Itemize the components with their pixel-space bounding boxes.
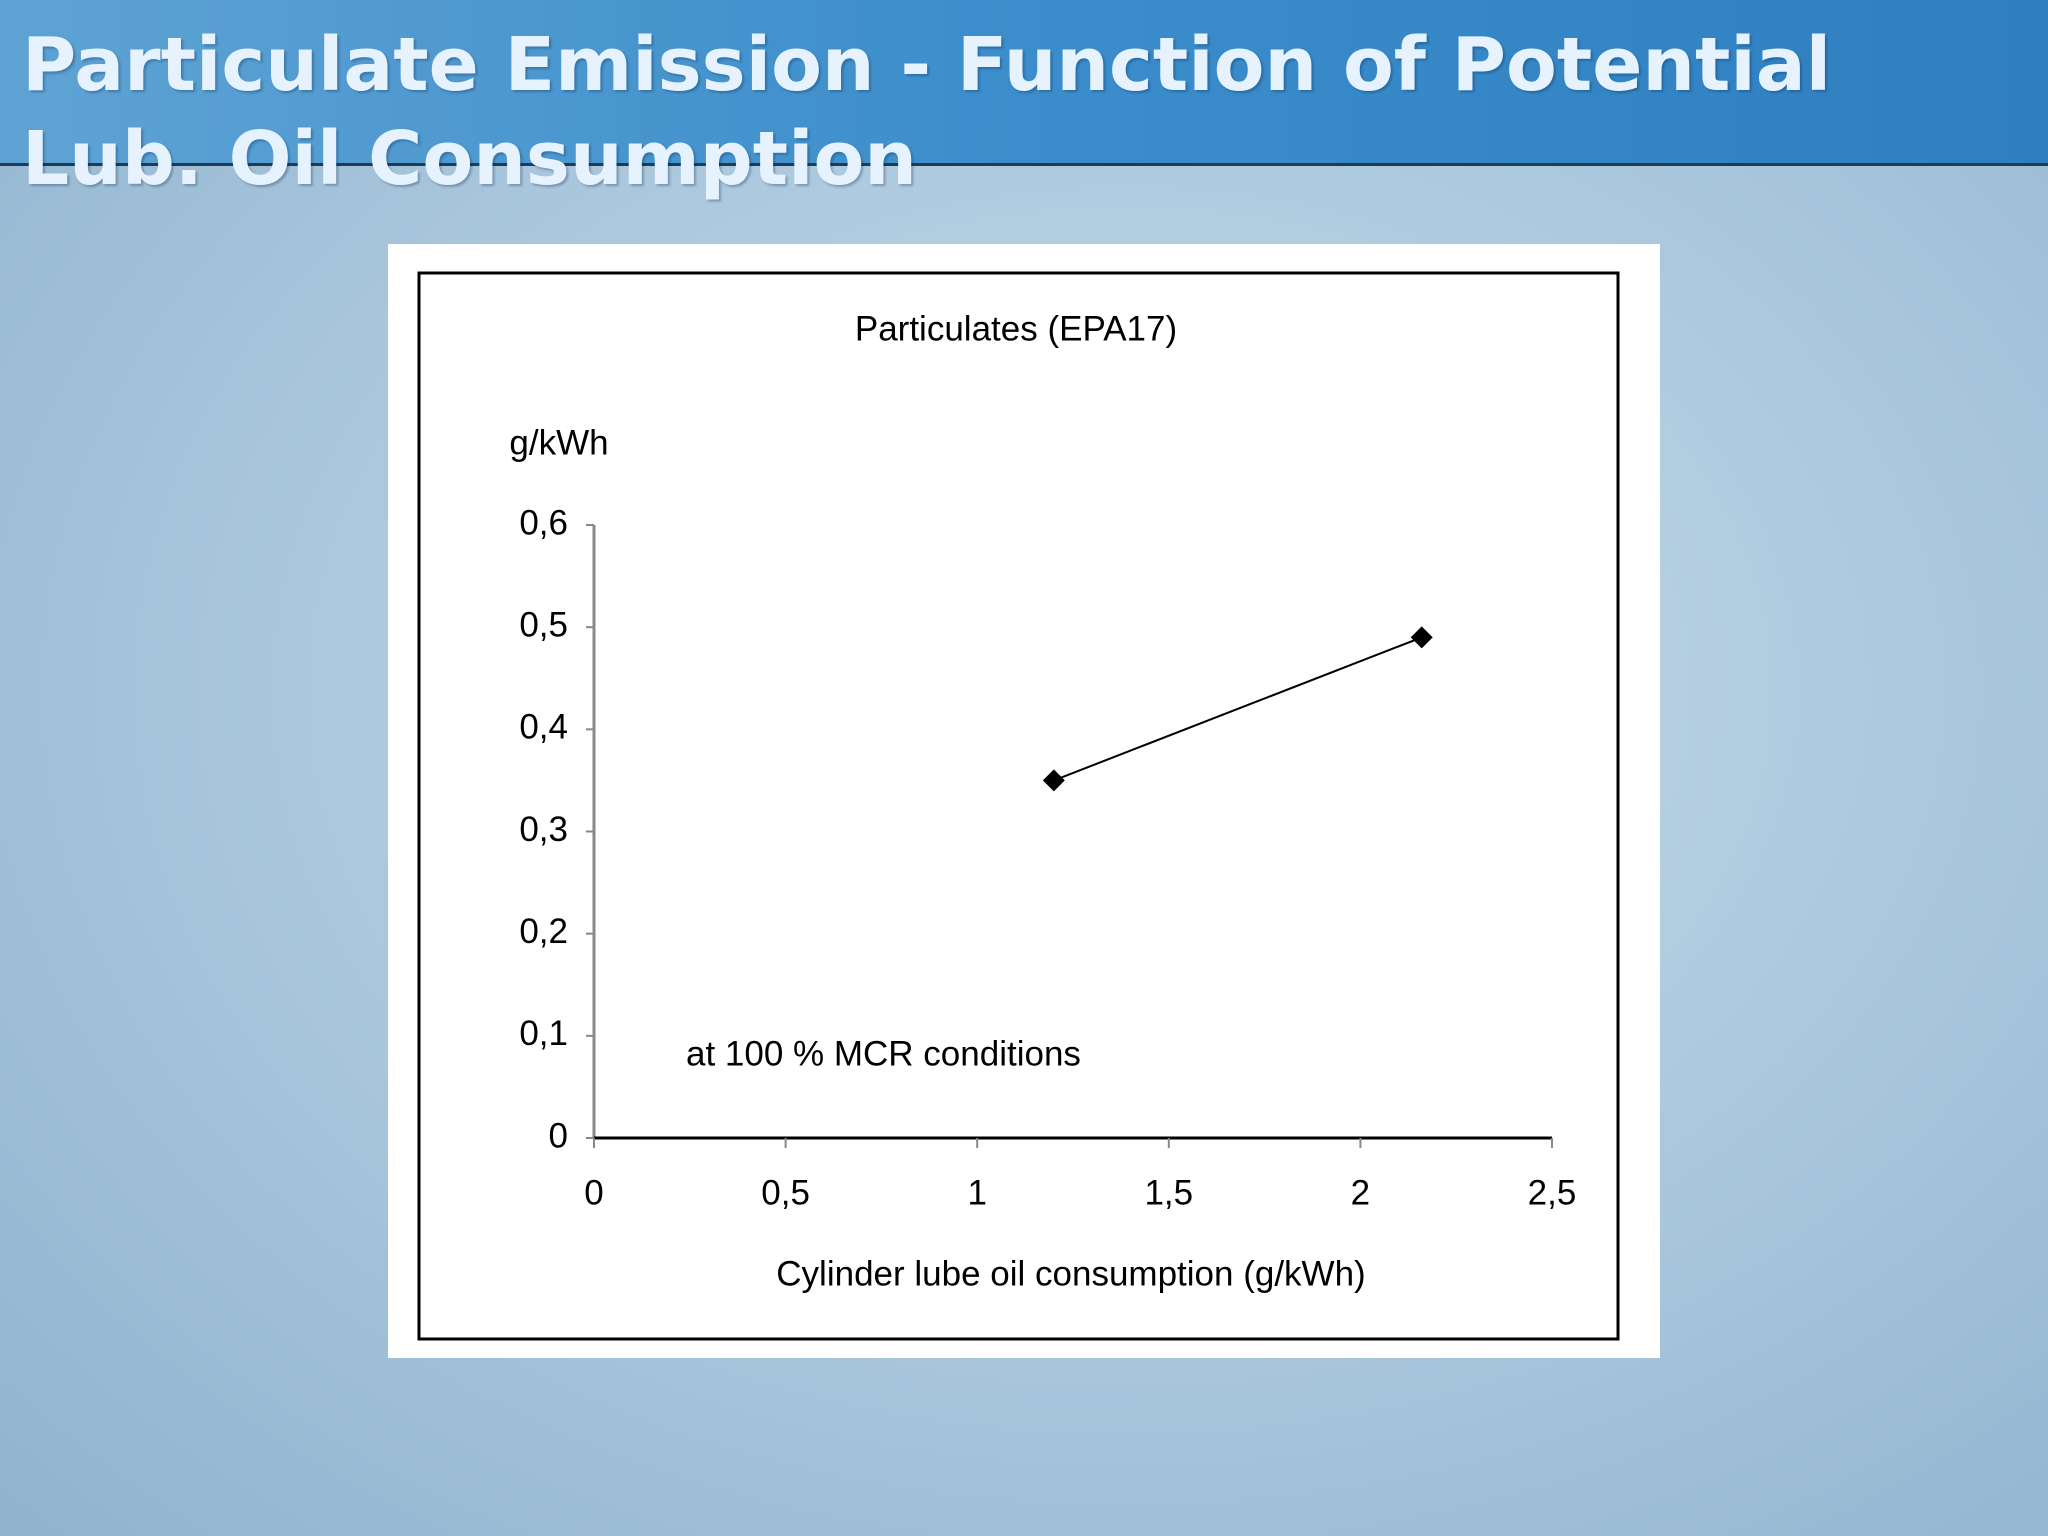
x-tick-label: 2,5: [1528, 1173, 1577, 1212]
x-axis-label: Cylinder lube oil consumption (g/kWh): [776, 1254, 1365, 1293]
slide-title: Particulate Emission - Function of Poten…: [22, 22, 1832, 202]
chart-border: [417, 271, 1620, 1341]
y-tick-label: 0,3: [519, 810, 568, 849]
data-point: [1410, 626, 1433, 649]
y-tick-label: 0,5: [519, 605, 568, 644]
annotation: at 100 % MCR conditions: [686, 1034, 1081, 1073]
x-tick-label: 0,5: [761, 1173, 810, 1212]
y-tick-label: 0,2: [519, 912, 568, 951]
x-tick-label: 0: [584, 1173, 603, 1212]
x-tick-label: 1: [967, 1173, 986, 1212]
header-band: [0, 0, 2048, 166]
data-point: [1042, 769, 1065, 792]
y-tick-label: 0,6: [519, 503, 568, 542]
x-tick-label: 2: [1351, 1173, 1370, 1212]
chart-title: Particulates (EPA17): [855, 309, 1177, 348]
y-axis-label: g/kWh: [509, 423, 608, 462]
y-tick-label: 0: [549, 1116, 568, 1155]
chart-panel: [388, 244, 1660, 1358]
x-tick-label: 1,5: [1144, 1173, 1193, 1212]
y-tick-label: 0,4: [519, 708, 568, 747]
series-line: [1053, 636, 1423, 782]
y-tick-label: 0,1: [519, 1014, 568, 1053]
